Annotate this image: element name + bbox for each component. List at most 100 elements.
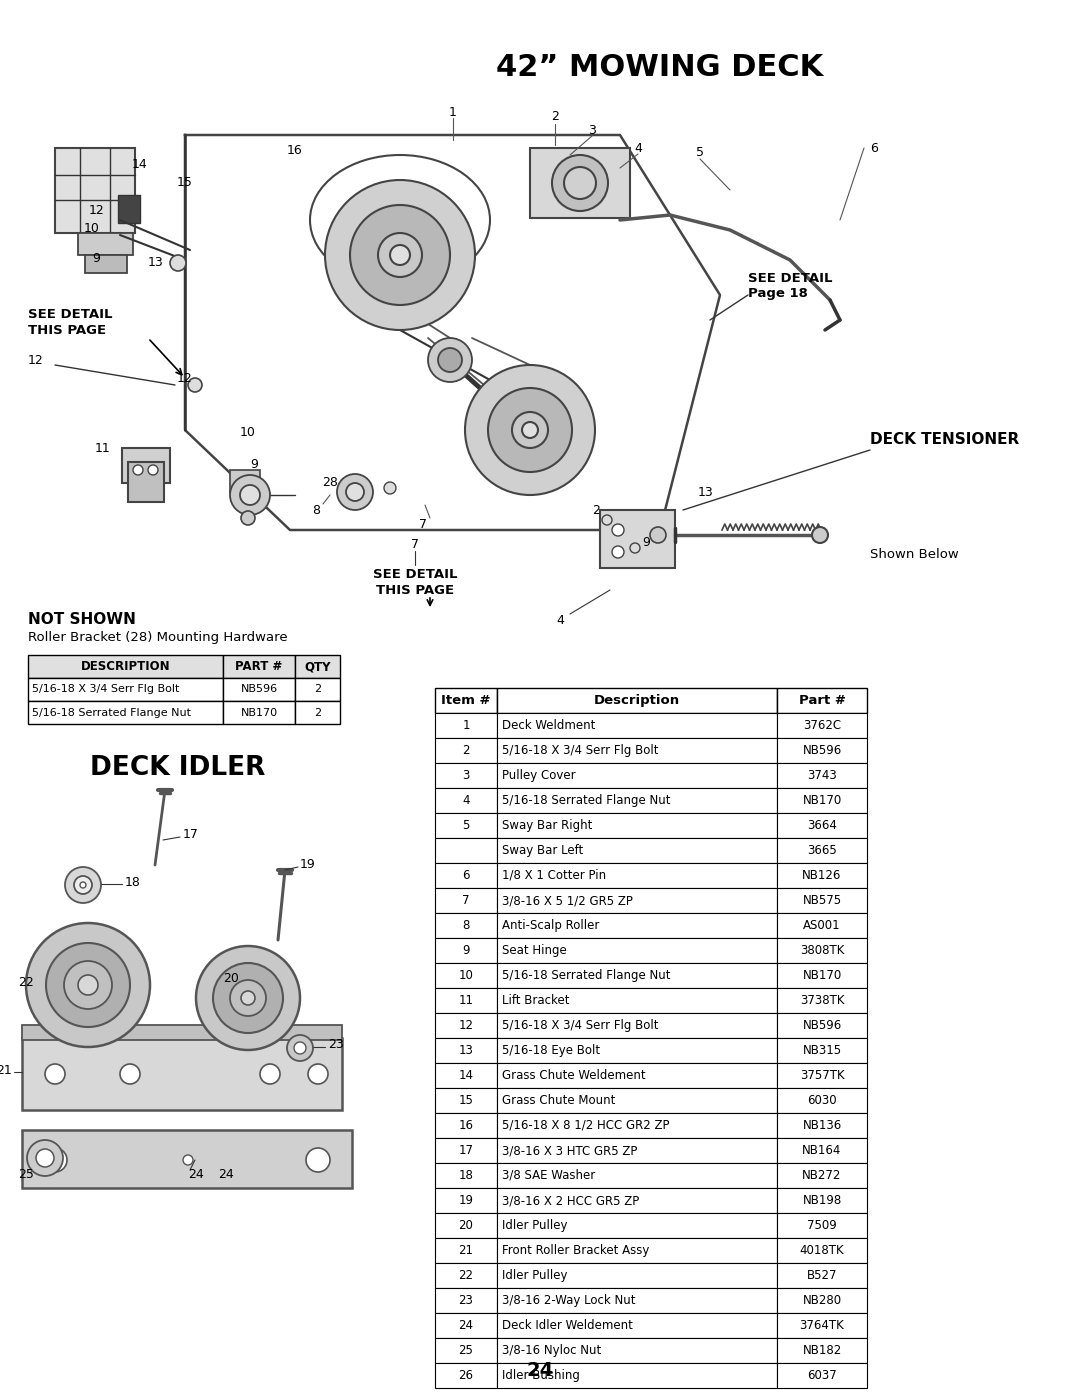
Circle shape (241, 511, 255, 525)
Circle shape (287, 1035, 313, 1060)
Text: 2: 2 (592, 503, 600, 517)
Bar (222, 655, 295, 678)
Bar (497, 687, 777, 712)
Text: 17: 17 (183, 828, 199, 841)
Text: 21: 21 (0, 1063, 12, 1077)
Bar (435, 788, 497, 813)
Circle shape (80, 882, 86, 888)
Bar (777, 763, 867, 788)
Text: QTY: QTY (305, 659, 330, 673)
Circle shape (465, 365, 595, 495)
Bar (118, 196, 140, 224)
Circle shape (488, 388, 572, 472)
Circle shape (170, 256, 186, 271)
Text: NB170: NB170 (802, 970, 841, 982)
Text: 3/8-16 2-Way Lock Nut: 3/8-16 2-Way Lock Nut (502, 1294, 635, 1308)
Bar (497, 1139, 777, 1162)
Text: NB280: NB280 (802, 1294, 841, 1308)
Bar (28, 678, 222, 701)
Bar (435, 738, 497, 763)
Text: 9: 9 (251, 458, 258, 472)
Text: 15: 15 (177, 176, 193, 190)
Text: Idler Bushing: Idler Bushing (502, 1369, 580, 1382)
Text: 6030: 6030 (807, 1094, 837, 1106)
Bar (435, 1187, 497, 1213)
Text: 9: 9 (643, 536, 650, 549)
Text: 1: 1 (449, 106, 457, 119)
Text: 18: 18 (459, 1169, 473, 1182)
Circle shape (133, 465, 143, 475)
Text: 5/16-18 Serrated Flange Nut: 5/16-18 Serrated Flange Nut (32, 707, 191, 718)
Circle shape (36, 1148, 54, 1166)
Text: 15: 15 (459, 1094, 473, 1106)
Circle shape (602, 515, 612, 525)
Bar (777, 1113, 867, 1139)
Text: 13: 13 (698, 486, 714, 500)
Bar (777, 1288, 867, 1313)
Bar (435, 914, 497, 937)
Text: 3665: 3665 (807, 844, 837, 856)
Text: 3764TK: 3764TK (799, 1319, 845, 1331)
Circle shape (148, 465, 158, 475)
Text: 3/8-16 X 2 HCC GR5 ZP: 3/8-16 X 2 HCC GR5 ZP (502, 1194, 639, 1207)
Text: SEE DETAIL: SEE DETAIL (28, 309, 112, 321)
Text: 3762C: 3762C (802, 719, 841, 732)
Bar (435, 1338, 497, 1363)
Text: 19: 19 (459, 1194, 473, 1207)
Text: 5/16-18 X 8 1/2 HCC GR2 ZP: 5/16-18 X 8 1/2 HCC GR2 ZP (502, 1119, 670, 1132)
Text: 5/16-18 X 3/4 Serr Flg Bolt: 5/16-18 X 3/4 Serr Flg Bolt (32, 685, 179, 694)
Text: Shown Below: Shown Below (870, 549, 959, 562)
Circle shape (188, 379, 202, 393)
Text: 8: 8 (462, 919, 470, 932)
Text: Deck Weldment: Deck Weldment (502, 719, 595, 732)
Text: 12: 12 (89, 204, 104, 217)
Bar (777, 712, 867, 738)
Text: NB596: NB596 (802, 1018, 841, 1032)
Bar (497, 712, 777, 738)
Text: 42” MOWING DECK: 42” MOWING DECK (497, 53, 824, 82)
Bar (497, 863, 777, 888)
Bar (497, 988, 777, 1013)
Circle shape (120, 1065, 140, 1084)
Bar (497, 1213, 777, 1238)
Circle shape (260, 1065, 280, 1084)
Bar (497, 738, 777, 763)
Circle shape (45, 1065, 65, 1084)
Text: PART #: PART # (235, 659, 283, 673)
Text: Pulley Cover: Pulley Cover (502, 768, 576, 782)
Bar (22, 1038, 342, 1111)
Circle shape (812, 527, 828, 543)
Circle shape (195, 946, 300, 1051)
Text: 5/16-18 X 3/4 Serr Flg Bolt: 5/16-18 X 3/4 Serr Flg Bolt (502, 1018, 659, 1032)
Text: 22: 22 (18, 977, 33, 989)
Bar (435, 888, 497, 914)
Bar (777, 738, 867, 763)
Text: 5/16-18 Eye Bolt: 5/16-18 Eye Bolt (502, 1044, 600, 1058)
Bar (435, 937, 497, 963)
Text: NB170: NB170 (241, 707, 278, 718)
Text: Idler Pulley: Idler Pulley (502, 1220, 567, 1232)
Bar (435, 1288, 497, 1313)
Text: 3: 3 (462, 768, 470, 782)
Text: 7509: 7509 (807, 1220, 837, 1232)
Text: Sway Bar Left: Sway Bar Left (502, 844, 583, 856)
Text: NB575: NB575 (802, 894, 841, 907)
Text: 3738TK: 3738TK (800, 995, 845, 1007)
Bar (435, 963, 497, 988)
Bar (497, 788, 777, 813)
Text: Page 18: Page 18 (748, 286, 808, 299)
Bar (777, 1038, 867, 1063)
Text: AS001: AS001 (804, 919, 841, 932)
Bar (777, 1013, 867, 1038)
Bar (777, 888, 867, 914)
Bar (497, 1162, 777, 1187)
Text: 6: 6 (462, 869, 470, 882)
Bar (777, 788, 867, 813)
Bar (28, 655, 222, 678)
Circle shape (512, 412, 548, 448)
Text: 22: 22 (459, 1268, 473, 1282)
Bar (777, 1063, 867, 1088)
Text: 5: 5 (696, 145, 704, 158)
Bar (497, 1313, 777, 1338)
Text: B527: B527 (807, 1268, 837, 1282)
